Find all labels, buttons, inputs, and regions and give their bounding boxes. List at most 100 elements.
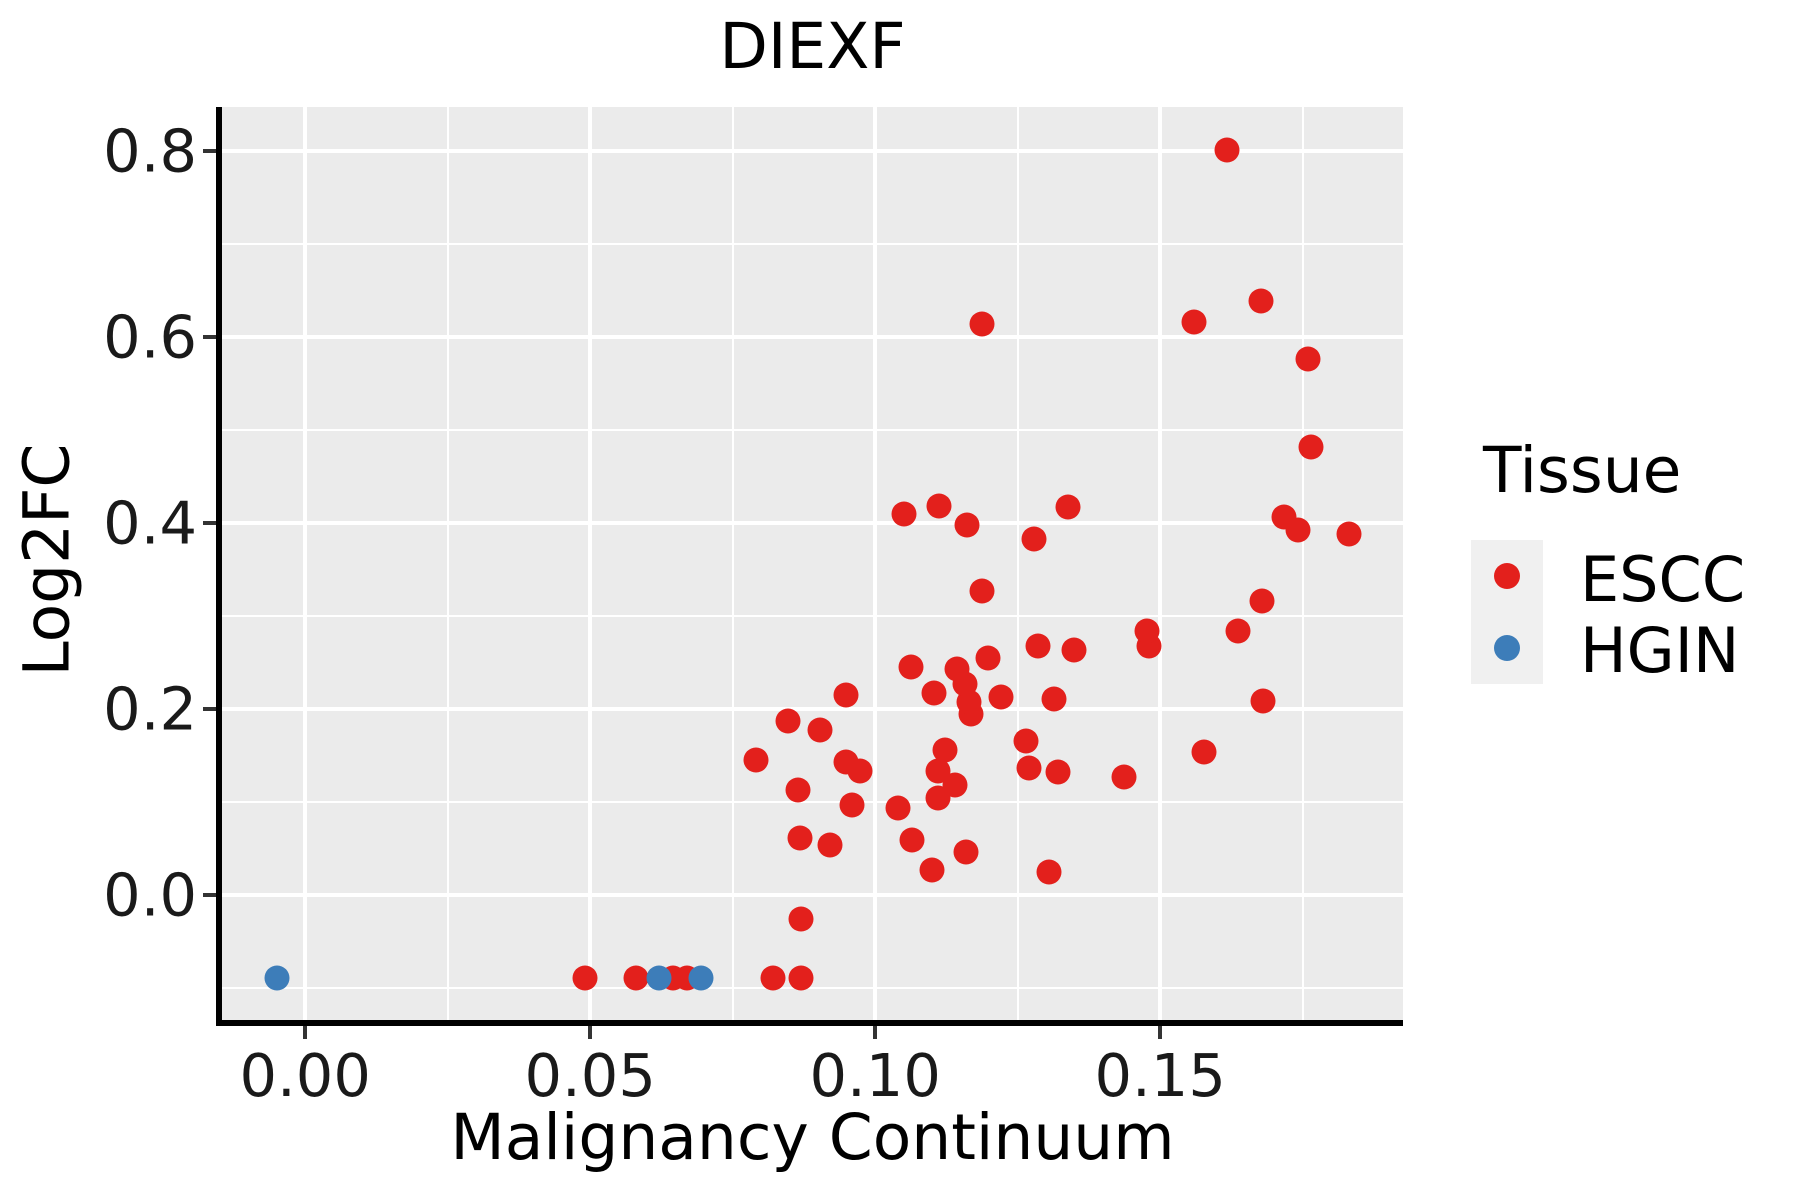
data-point-hgin	[688, 965, 714, 991]
plot-panel	[222, 107, 1403, 1020]
vertical-gridline	[731, 107, 734, 1020]
y-tick-label: 0.8	[103, 116, 197, 186]
vertical-gridline	[588, 107, 593, 1020]
vertical-gridline	[303, 107, 308, 1020]
data-point-escc	[1025, 633, 1051, 659]
data-point-escc	[953, 839, 979, 865]
data-point-escc	[898, 654, 924, 680]
data-point-escc	[1298, 434, 1324, 460]
horizontal-gridline	[222, 892, 1403, 897]
data-point-escc	[1214, 137, 1240, 163]
data-point-escc	[1225, 618, 1251, 644]
data-point-escc	[925, 758, 951, 784]
x-tick-label: 0.15	[1094, 1041, 1226, 1110]
data-point-escc	[1016, 755, 1042, 780]
data-point-escc	[1271, 504, 1297, 530]
data-point-escc	[1191, 739, 1217, 765]
y-tick-label: 0.2	[103, 674, 197, 744]
data-point-escc	[1249, 588, 1275, 614]
data-point-escc	[1111, 764, 1137, 790]
horizontal-gridline	[222, 800, 1403, 803]
x-tick-mark	[1158, 1026, 1163, 1039]
horizontal-gridline	[222, 614, 1403, 617]
x-tick-mark	[303, 1026, 308, 1039]
x-axis-line	[216, 1020, 1403, 1026]
data-point-escc	[1250, 688, 1276, 714]
data-point-escc	[954, 512, 980, 538]
y-tick-mark	[203, 520, 216, 525]
data-point-escc	[1013, 728, 1039, 754]
data-point-escc	[988, 684, 1014, 710]
data-point-escc	[775, 708, 801, 734]
vertical-gridline	[1301, 107, 1304, 1020]
x-tick-label: 0.05	[524, 1041, 656, 1110]
horizontal-gridline	[222, 242, 1403, 245]
x-tick-mark	[588, 1026, 593, 1039]
x-tick-label: 0.10	[809, 1041, 941, 1110]
data-point-escc	[807, 717, 833, 743]
data-point-escc	[891, 501, 917, 527]
horizontal-gridline	[222, 520, 1403, 525]
legend-title: Tissue	[1483, 434, 1682, 507]
data-point-escc	[1336, 521, 1362, 547]
data-point-escc	[885, 795, 911, 821]
data-point-escc	[1134, 618, 1160, 644]
vertical-gridline	[873, 107, 878, 1020]
legend-label-hgin: HGIN	[1580, 614, 1740, 687]
legend-key-escc	[1471, 540, 1543, 612]
data-point-escc	[921, 680, 947, 706]
data-point-escc	[833, 749, 859, 775]
x-tick-label: 0.00	[239, 1041, 371, 1110]
data-point-escc	[1055, 494, 1081, 520]
data-point-escc	[623, 965, 649, 991]
y-tick-label: 0.0	[103, 860, 197, 930]
x-axis-title: Malignancy Continuum	[450, 1101, 1175, 1174]
horizontal-gridline	[222, 706, 1403, 711]
data-point-escc	[788, 965, 814, 991]
horizontal-gridline	[222, 986, 1403, 989]
data-point-escc	[1061, 637, 1087, 663]
legend-label-escc: ESCC	[1580, 543, 1746, 616]
y-tick-label: 0.4	[103, 488, 197, 558]
data-point-escc	[1045, 759, 1071, 785]
data-point-hgin	[646, 965, 672, 991]
data-point-escc	[785, 777, 811, 803]
data-point-escc	[1181, 309, 1207, 335]
legend-dot-escc-icon	[1494, 563, 1520, 589]
y-tick-mark	[203, 706, 216, 711]
data-point-escc	[919, 857, 945, 883]
horizontal-gridline	[222, 148, 1403, 153]
data-point-escc	[1021, 526, 1047, 552]
data-point-escc	[572, 965, 597, 991]
data-point-escc	[969, 578, 995, 604]
data-point-escc	[1248, 288, 1274, 314]
data-point-escc	[787, 825, 813, 851]
y-tick-mark	[203, 892, 216, 897]
data-point-escc	[1295, 346, 1321, 372]
data-point-escc	[743, 747, 769, 773]
y-axis-line	[216, 107, 222, 1026]
y-tick-mark	[203, 148, 216, 153]
data-point-escc	[932, 737, 958, 763]
data-point-escc	[788, 906, 814, 932]
data-point-escc	[926, 493, 952, 519]
data-point-hgin	[264, 965, 290, 991]
y-tick-mark	[203, 334, 216, 339]
data-point-escc	[952, 671, 978, 697]
x-tick-mark	[873, 1026, 878, 1039]
horizontal-gridline	[222, 334, 1403, 339]
data-point-escc	[817, 832, 843, 858]
vertical-gridline	[446, 107, 449, 1020]
data-point-escc	[1036, 859, 1062, 885]
data-point-escc	[760, 965, 786, 991]
plot-title: DIEXF	[719, 10, 906, 83]
data-point-escc	[833, 682, 859, 708]
legend-key-hgin	[1471, 612, 1543, 684]
vertical-gridline	[1016, 107, 1019, 1020]
data-point-escc	[969, 311, 995, 337]
data-point-escc	[975, 645, 1001, 671]
data-point-escc	[839, 792, 865, 818]
legend-dot-hgin-icon	[1494, 635, 1520, 661]
y-tick-label: 0.6	[103, 302, 197, 372]
data-point-escc	[899, 827, 925, 853]
